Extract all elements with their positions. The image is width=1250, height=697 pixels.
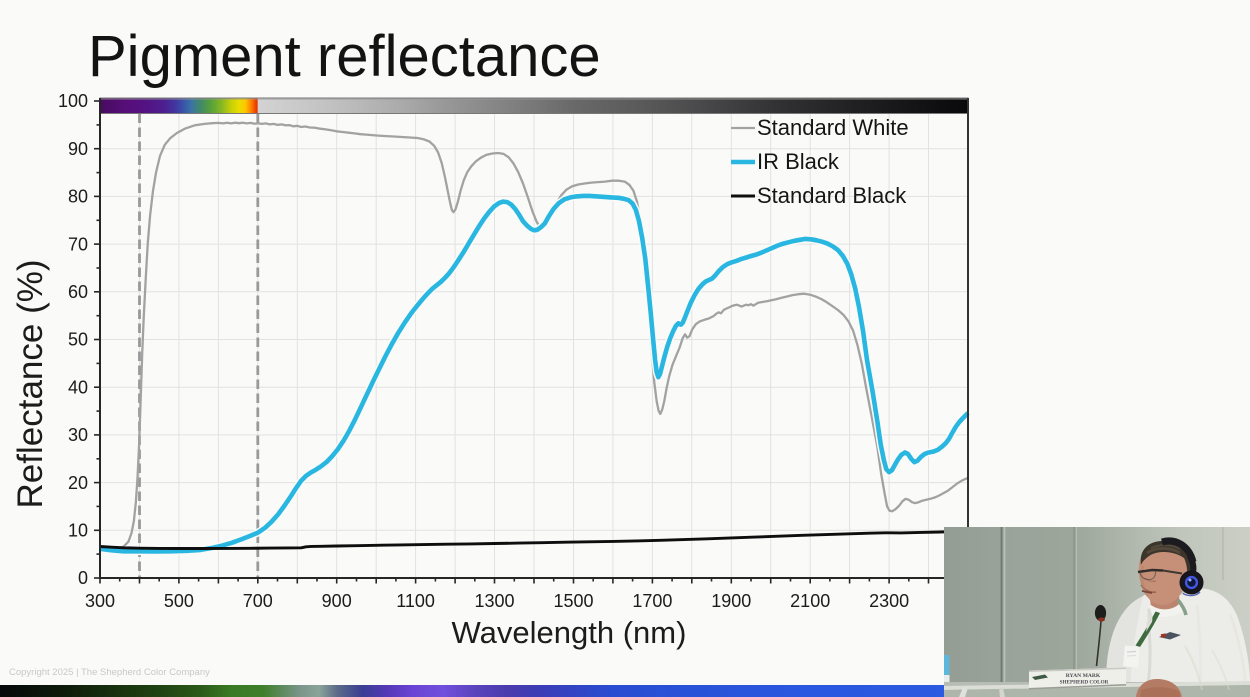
svg-text:30: 30 bbox=[68, 425, 88, 445]
svg-text:900: 900 bbox=[322, 591, 352, 611]
svg-text:60: 60 bbox=[68, 282, 88, 302]
svg-text:70: 70 bbox=[68, 234, 88, 254]
svg-text:20: 20 bbox=[68, 473, 88, 493]
svg-text:SHEPHERD COLOR: SHEPHERD COLOR bbox=[1060, 680, 1109, 686]
svg-text:Standard White: Standard White bbox=[757, 115, 909, 140]
svg-text:40: 40 bbox=[68, 377, 88, 397]
svg-text:Standard Black: Standard Black bbox=[757, 183, 907, 208]
svg-text:80: 80 bbox=[68, 187, 88, 207]
svg-text:IR Black: IR Black bbox=[757, 149, 840, 174]
svg-text:1500: 1500 bbox=[553, 591, 593, 611]
svg-text:Wavelength (nm): Wavelength (nm) bbox=[452, 615, 687, 650]
svg-text:RYAN MARK: RYAN MARK bbox=[1066, 673, 1101, 679]
svg-text:500: 500 bbox=[164, 591, 194, 611]
svg-text:1900: 1900 bbox=[711, 591, 751, 611]
svg-text:2100: 2100 bbox=[790, 591, 830, 611]
svg-text:0: 0 bbox=[78, 568, 88, 588]
svg-text:50: 50 bbox=[68, 330, 88, 350]
svg-text:100: 100 bbox=[58, 91, 88, 111]
svg-text:300: 300 bbox=[85, 591, 115, 611]
svg-text:700: 700 bbox=[243, 591, 273, 611]
svg-text:90: 90 bbox=[68, 139, 88, 159]
svg-text:Reflectance (%): Reflectance (%) bbox=[11, 260, 50, 509]
svg-text:1100: 1100 bbox=[396, 591, 435, 611]
svg-text:1700: 1700 bbox=[632, 591, 672, 611]
svg-text:1300: 1300 bbox=[474, 591, 514, 611]
svg-text:2300: 2300 bbox=[869, 591, 909, 611]
svg-text:10: 10 bbox=[68, 521, 88, 541]
